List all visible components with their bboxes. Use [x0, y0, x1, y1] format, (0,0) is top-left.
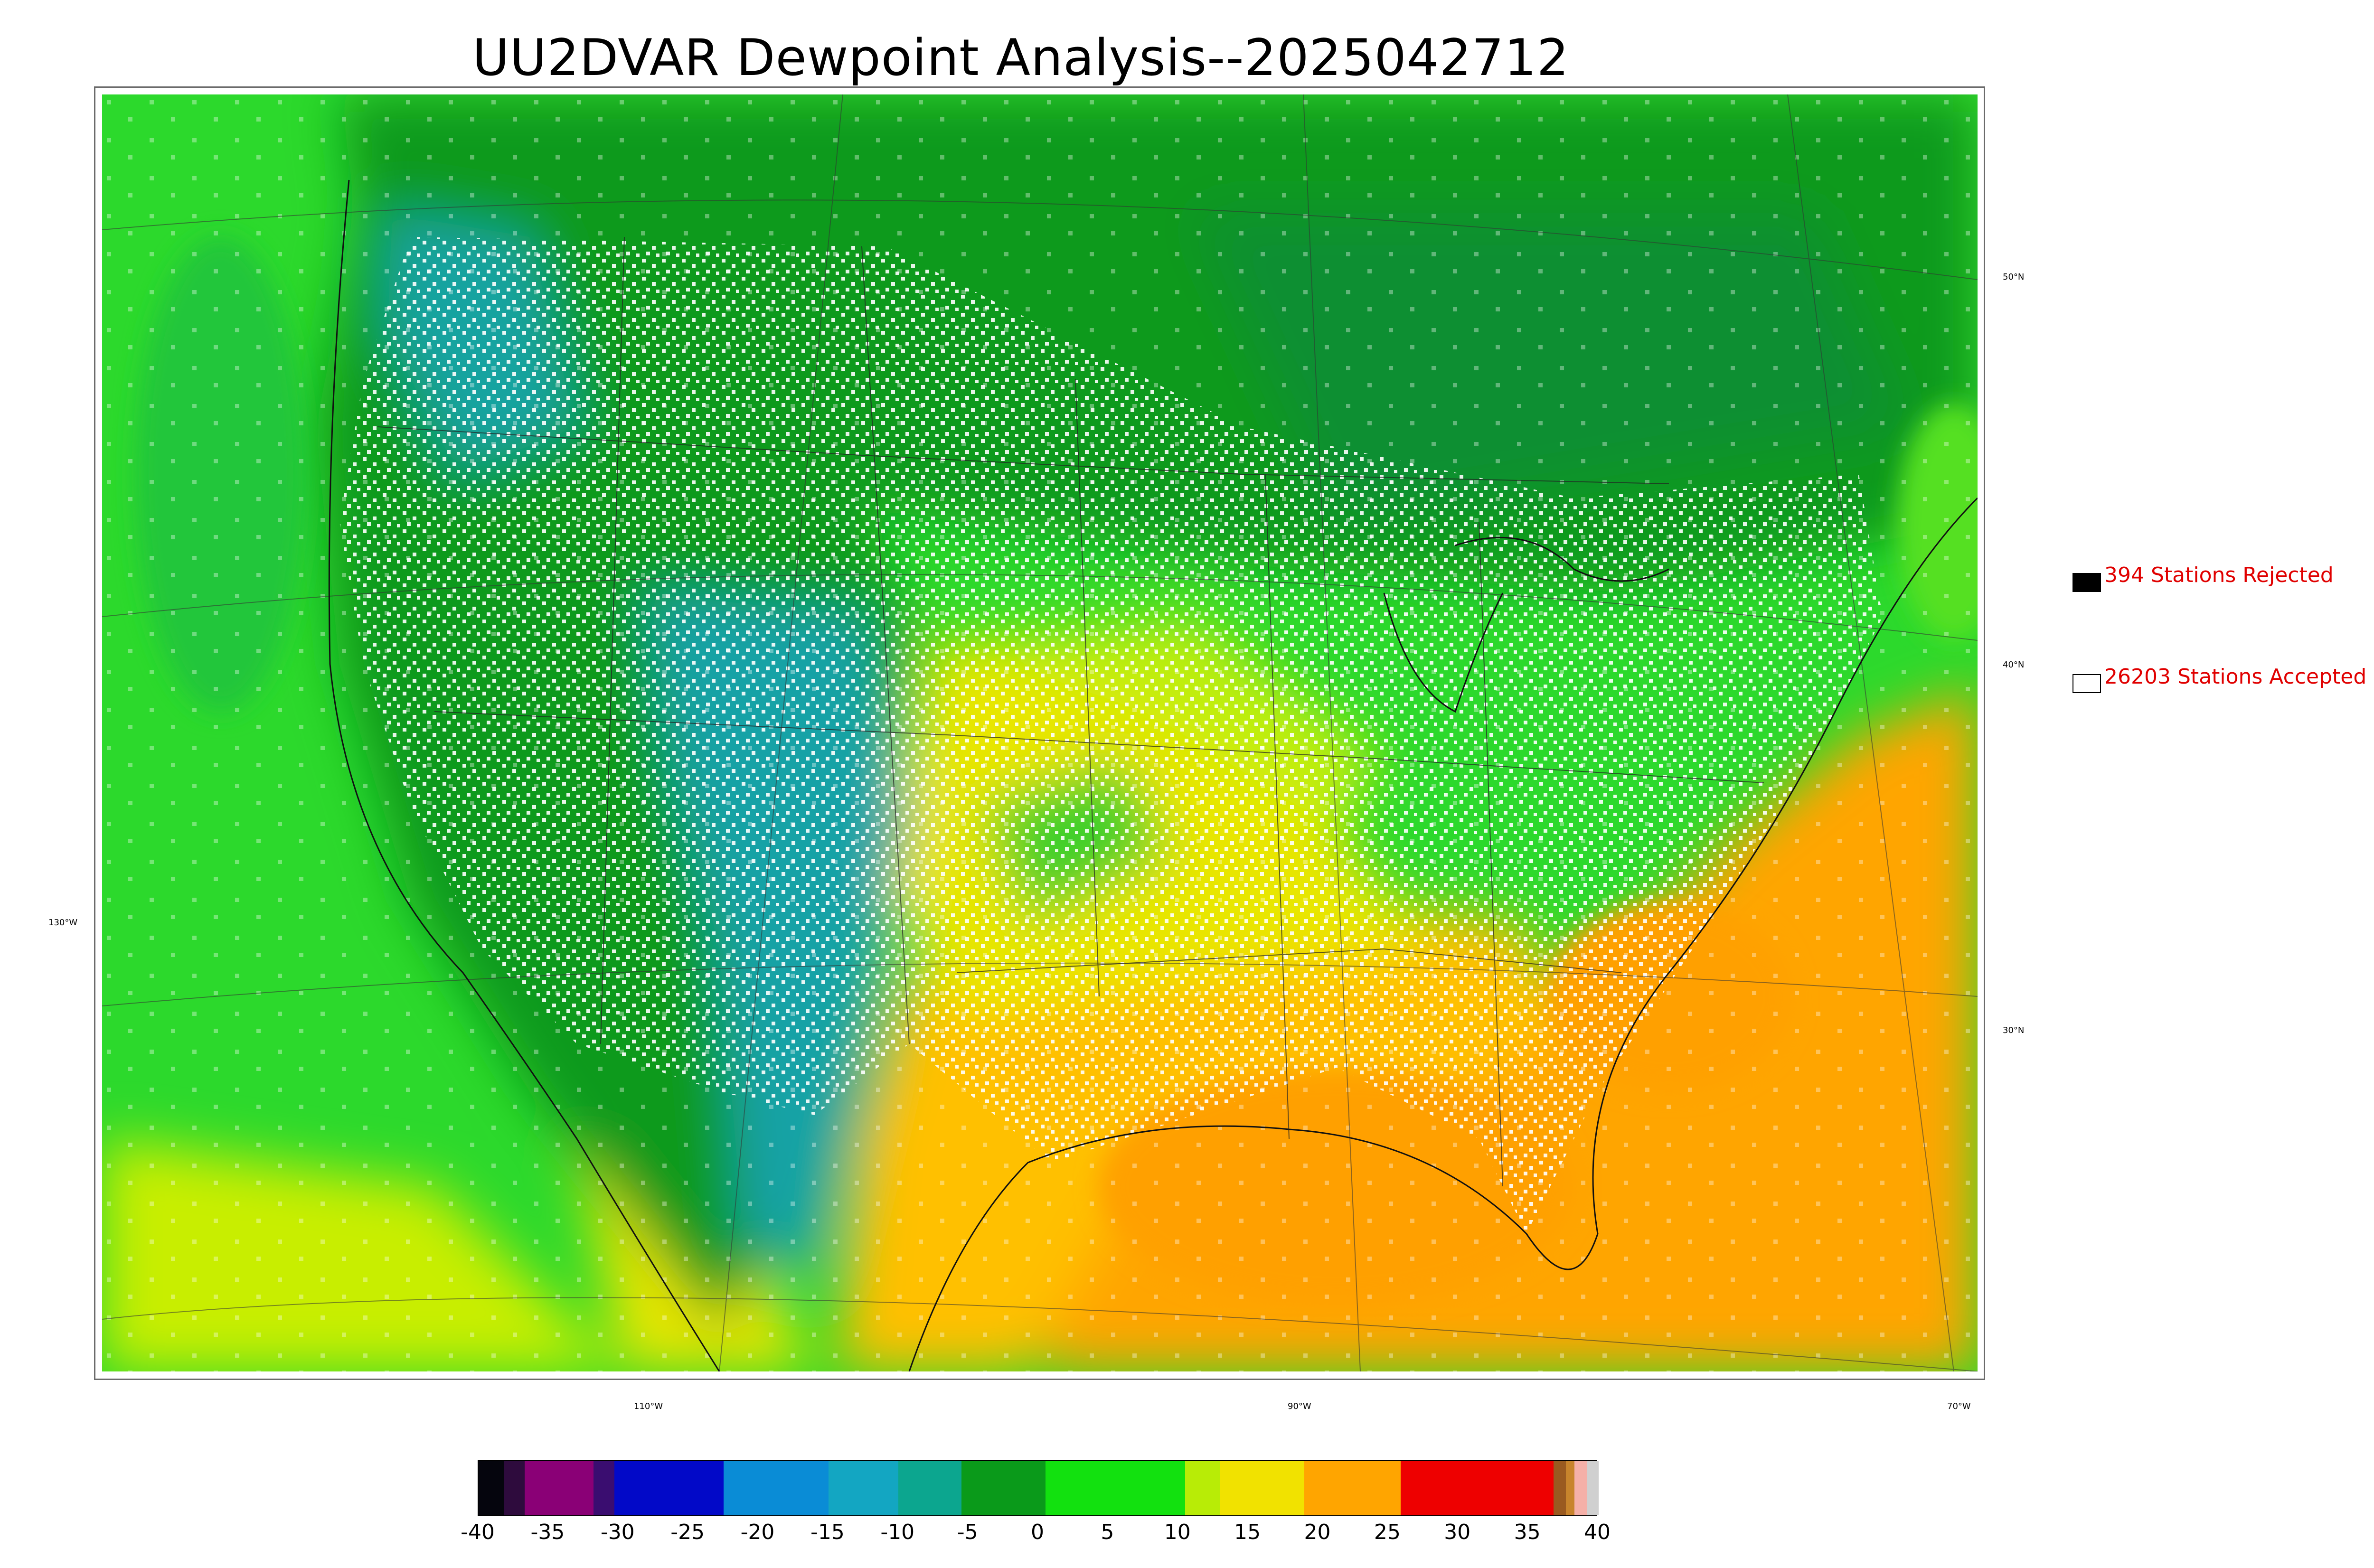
- lat-label-40n: 40°N: [2003, 660, 2025, 670]
- lon-label-130w: 130°W: [48, 918, 78, 928]
- rejected-label: 394 Stations Rejected: [2104, 563, 2334, 587]
- lon-label-70w: 70°W: [1947, 1401, 1971, 1411]
- colorbar-segment: [1553, 1461, 1567, 1515]
- colorbar: [478, 1460, 1599, 1516]
- lon-label-110w: 110°W: [634, 1401, 663, 1411]
- state-borders: [377, 236, 1764, 1187]
- colorbar-tick-label: -5: [957, 1520, 978, 1544]
- map-frame: [94, 86, 1985, 1380]
- colorbar-segment: [828, 1461, 899, 1515]
- colorbar-segment: [1220, 1461, 1305, 1515]
- accepted-label: 26203 Stations Accepted: [2104, 665, 2367, 689]
- colorbar-tick-label: -20: [740, 1520, 775, 1544]
- colorbar-tick-label: 0: [1031, 1520, 1044, 1544]
- colorbar-segment: [525, 1461, 594, 1515]
- colorbar-tick-label: 25: [1374, 1520, 1401, 1544]
- rejected-swatch: [2073, 573, 2101, 592]
- colorbar-tick-label: 10: [1164, 1520, 1191, 1544]
- colorbar-segment: [1566, 1461, 1575, 1515]
- colorbar-tick-label: -35: [530, 1520, 565, 1544]
- colorbar-segment: [1304, 1461, 1402, 1515]
- lon-label-90w: 90°W: [1288, 1401, 1311, 1411]
- colorbar-segment: [1185, 1461, 1221, 1515]
- colorbar-tick-label: 5: [1101, 1520, 1114, 1544]
- colorbar-tick-label: 15: [1234, 1520, 1261, 1544]
- lat-label-30n: 30°N: [2003, 1025, 2025, 1035]
- colorbar-tick-label: 20: [1304, 1520, 1331, 1544]
- colorbar-tick-label: -15: [810, 1520, 845, 1544]
- graticule: [102, 94, 1978, 1371]
- colorbar-tick-label: -25: [670, 1520, 705, 1544]
- colorbar-segment: [898, 1461, 962, 1515]
- colorbar-segment: [479, 1461, 505, 1515]
- colorbar-segment: [961, 1461, 1046, 1515]
- colorbar-segment: [504, 1461, 526, 1515]
- colorbar-segment: [723, 1461, 829, 1515]
- lat-label-50n: 50°N: [2003, 272, 2025, 282]
- colorbar-tick-label: 30: [1444, 1520, 1471, 1544]
- colorbar-segment: [614, 1461, 724, 1515]
- colorbar-segment: [1574, 1461, 1588, 1515]
- colorbar-tick-label: -10: [880, 1520, 915, 1544]
- chart-title: UU2DVAR Dewpoint Analysis--2025042712: [472, 28, 1570, 87]
- accepted-swatch: [2073, 674, 2101, 693]
- coastlines: [328, 179, 1978, 1371]
- colorbar-segment: [593, 1461, 615, 1515]
- colorbar-tick-label: -40: [461, 1520, 495, 1544]
- dewpoint-map: [102, 94, 1978, 1371]
- colorbar-segment: [1045, 1461, 1186, 1515]
- station-dots-sparse: [102, 94, 1978, 1371]
- colorbar-tick-label: 40: [1584, 1520, 1611, 1544]
- colorbar-tick-label: 35: [1514, 1520, 1541, 1544]
- colorbar-segment: [1401, 1461, 1554, 1515]
- colorbar-segment: [1587, 1461, 1599, 1515]
- colorbar-tick-label: -30: [600, 1520, 635, 1544]
